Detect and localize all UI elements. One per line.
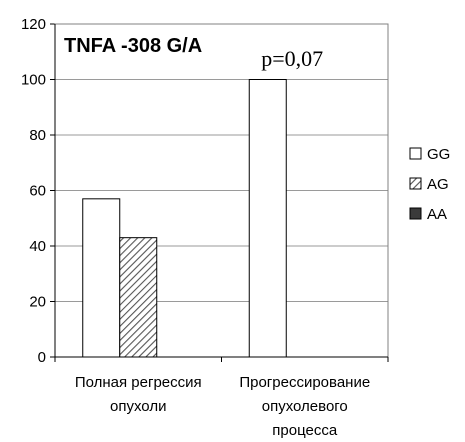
x-category-labels: Полная регрессия опухоли Прогрессирование о… xyxy=(75,374,370,439)
x-category-label: Полная регрессия xyxy=(75,374,202,391)
chart-title: TNFA -308 G/A xyxy=(64,35,202,57)
x-category-label: процесса xyxy=(272,422,338,439)
y-tick-labels: 0 20 40 60 80 100 120 xyxy=(21,16,46,366)
y-tick-label: 120 xyxy=(21,16,46,33)
p-value-annotation: p=0,07 xyxy=(261,46,323,71)
bar-gg xyxy=(248,79,287,358)
y-tick-label: 40 xyxy=(29,238,46,255)
y-tick-label: 80 xyxy=(29,127,46,144)
bar-ag xyxy=(119,237,158,358)
bar-gg xyxy=(82,198,121,358)
y-tick-label: 100 xyxy=(21,72,46,89)
x-category-label: опухоли xyxy=(110,398,166,415)
x-category-label: опухолевого xyxy=(262,398,348,415)
y-tick-label: 60 xyxy=(29,183,46,200)
y-tick-label: 0 xyxy=(38,349,46,366)
legend-swatch-gg xyxy=(409,147,422,160)
bars xyxy=(82,79,287,358)
legend: GG AG AA xyxy=(409,146,450,223)
legend-label-ag: AG xyxy=(427,176,449,193)
legend-swatch-ag xyxy=(409,177,422,190)
y-tick-label: 20 xyxy=(29,294,46,311)
legend-swatch-aa xyxy=(409,207,422,220)
x-category-label: Прогрессирование xyxy=(239,374,370,391)
legend-label-gg: GG xyxy=(427,146,450,163)
legend-label-aa: AA xyxy=(427,206,447,223)
